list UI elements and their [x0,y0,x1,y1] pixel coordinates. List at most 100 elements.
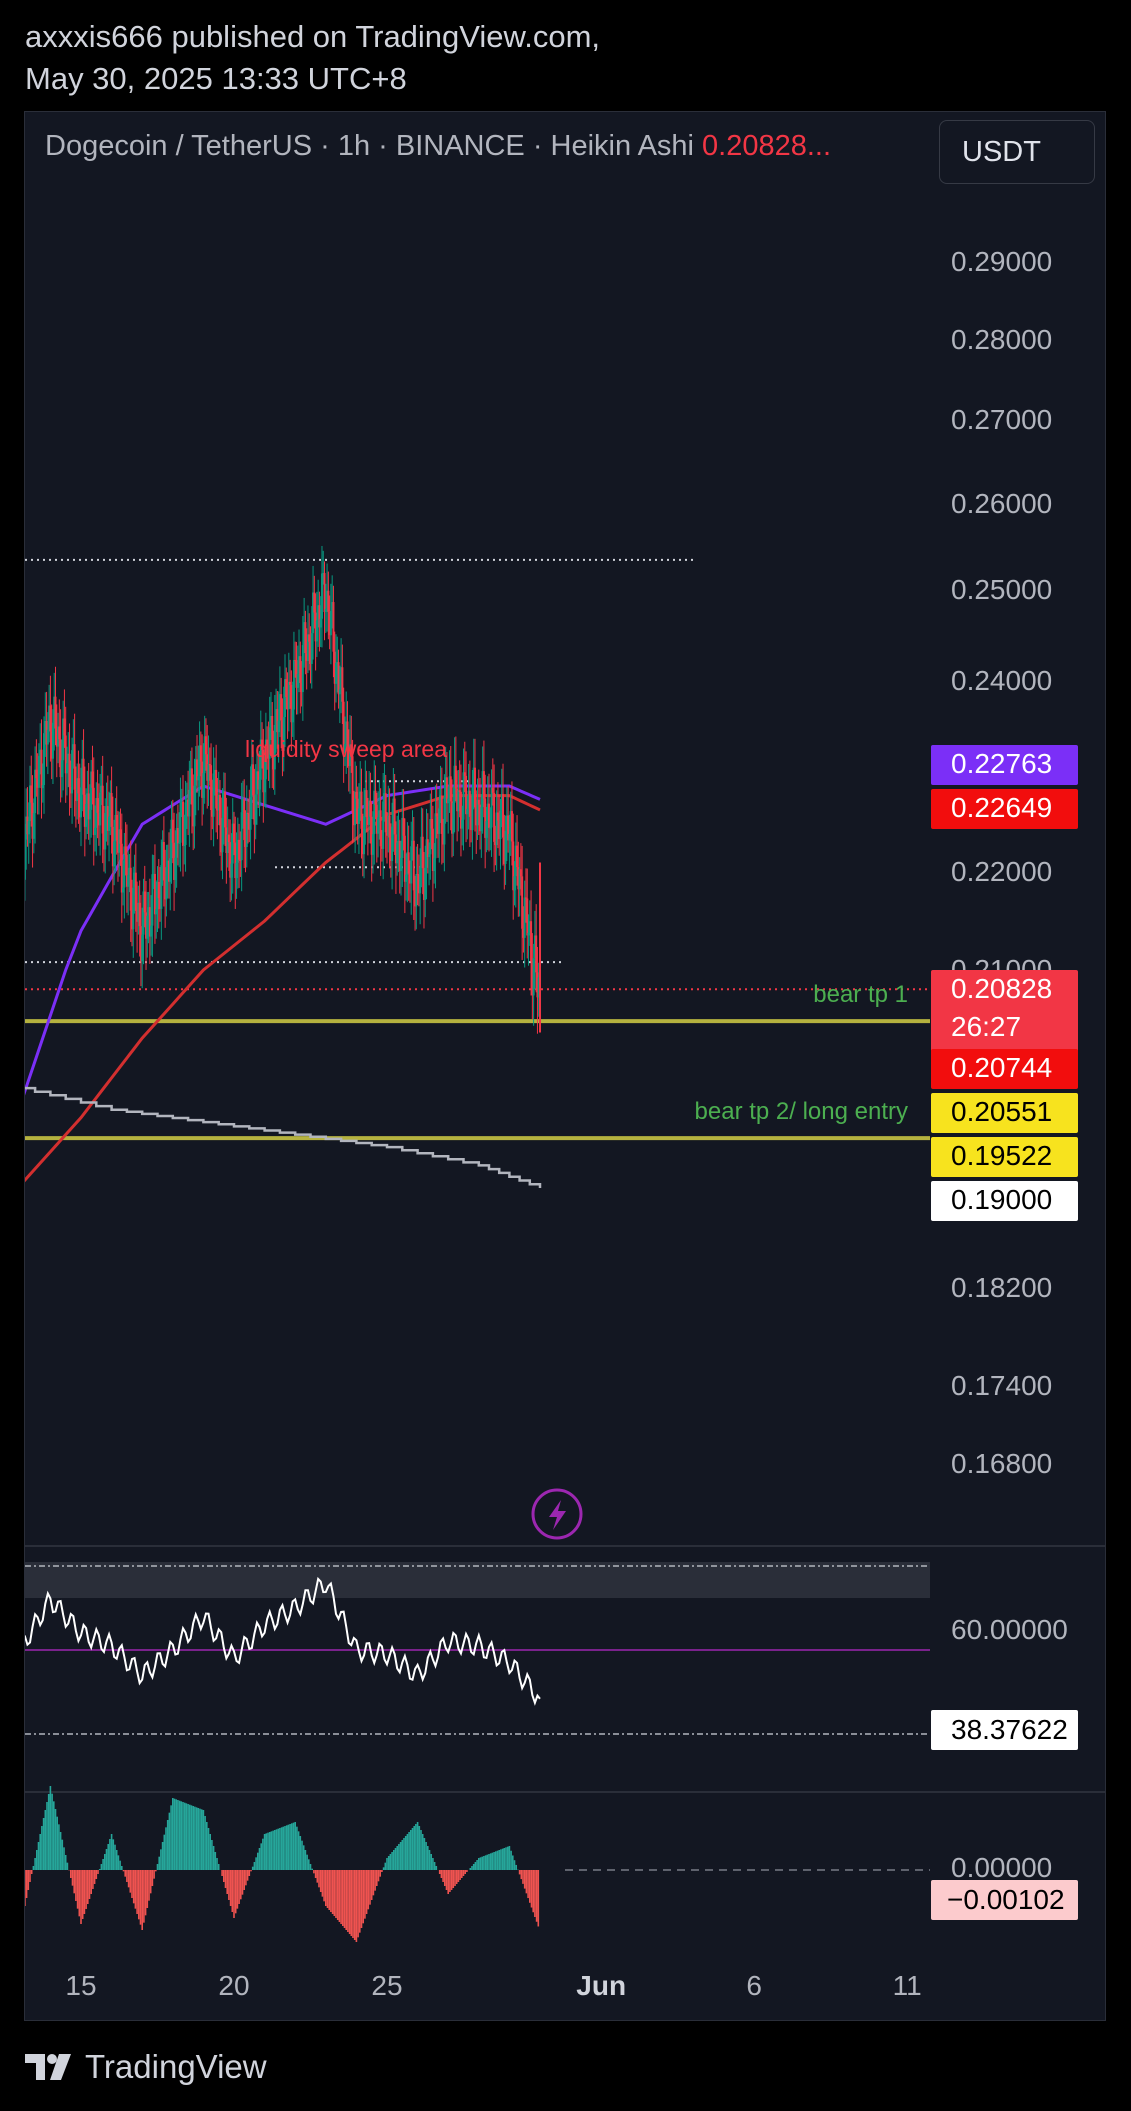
histogram-bar [338,1870,341,1922]
candle [76,778,79,801]
histogram-bar [195,1807,198,1870]
candle [159,898,162,909]
candle [266,739,269,747]
histogram-bar [136,1870,138,1914]
histogram-bar [144,1870,147,1916]
candle [185,799,188,803]
candle [329,610,332,636]
histogram-bar [32,1866,35,1870]
histogram-bar [387,1856,390,1870]
histogram-bar [466,1870,468,1872]
candle [290,684,293,723]
histogram-bar [394,1848,397,1870]
candle [51,722,54,759]
candle [85,803,88,827]
histogram-bar [25,1870,28,1898]
candle [504,830,507,864]
histogram-bar [70,1870,72,1878]
histogram-bar [238,1870,240,1904]
candle [331,602,334,611]
price-tag-value: 0.20551 [951,1096,1053,1127]
candle [99,792,102,826]
histogram-bar [282,1826,285,1870]
histogram-bar [61,1839,64,1870]
annotation-liquidity-sweep: liquidity sweep area [245,736,448,762]
histogram-bar [54,1809,57,1870]
candle [295,660,298,688]
candle [461,819,464,829]
candle [147,907,150,916]
candle [379,810,382,847]
histogram-bar [403,1838,405,1870]
histogram-bar [331,1870,334,1914]
candle [488,803,490,828]
candle [403,835,406,882]
candle [96,798,99,813]
lightning-icon[interactable] [531,1488,583,1540]
histogram-bar [49,1786,52,1870]
candle [535,935,538,973]
histogram-bar [340,1870,342,1924]
candle [287,681,290,710]
chart-canvas[interactable] [25,112,1106,2021]
histogram-bar [461,1870,463,1878]
candle [489,827,492,829]
candle [398,840,401,871]
histogram-bar [501,1848,504,1870]
candle [58,726,61,740]
candle [526,898,529,936]
histogram-bar [163,1834,166,1870]
candle [268,727,271,759]
candle [264,739,267,780]
histogram-bar [525,1870,528,1894]
histogram-bar [46,1802,48,1870]
candle [420,836,423,867]
histogram-bar [143,1870,145,1923]
candle [106,806,109,831]
candle [382,801,385,849]
candle [317,605,320,621]
histogram-bar [365,1870,368,1914]
candle [196,759,199,781]
candle [498,820,501,839]
candle [39,749,42,756]
chart-frame[interactable]: Dogecoin / TetherUS · 1h · BINANCE · Hei… [24,111,1106,2021]
target-label: bear tp 1 [813,981,908,1009]
candle [86,793,89,804]
candle [95,798,98,828]
histogram-bar [217,1864,220,1870]
histogram-bar [92,1870,94,1889]
candle [207,764,210,781]
candle [326,590,329,609]
histogram-bar [311,1868,313,1870]
currency-button[interactable]: USDT [939,120,1095,184]
histogram-bar [95,1870,98,1879]
histogram-bar [304,1850,307,1870]
candle [482,771,485,799]
candle [472,767,475,788]
candle [253,795,256,825]
candle [396,842,399,864]
candle [505,815,508,831]
histogram-bar [484,1855,487,1870]
candle [518,869,521,890]
histogram-bar [489,1853,492,1870]
candle [254,794,257,825]
histogram-bar [537,1870,540,1927]
candle [371,834,374,855]
time-axis-label: 11 [892,1970,922,2001]
histogram-bar [308,1859,310,1870]
candle [231,823,234,864]
histogram-bar [56,1816,58,1870]
candle [435,813,438,817]
candle [459,791,462,829]
price-tag-countdown: 26:27 [951,1011,1022,1042]
histogram-bar [248,1870,251,1876]
histogram-bar [34,1858,36,1870]
candle [342,701,345,754]
histogram-bar [427,1846,429,1870]
candle [513,876,516,891]
candle [143,891,146,913]
histogram-bar [260,1843,262,1870]
histogram-bar [190,1805,193,1870]
